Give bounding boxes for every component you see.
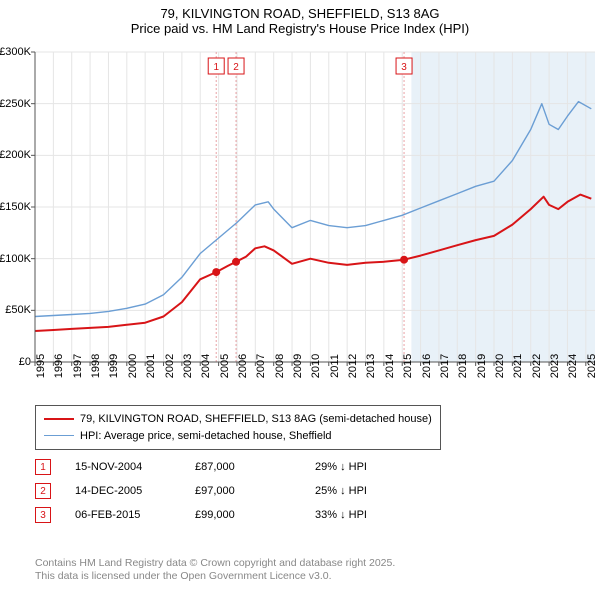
x-tick-label: 2018 (457, 354, 469, 378)
footer-attribution: Contains HM Land Registry data © Crown c… (35, 557, 590, 584)
transaction-row: 3 06-FEB-2015£99,00033% ↓ HPI (35, 503, 435, 527)
chart-plot-area: £0£50K£100K£150K£200K£250K£300K 123 1995… (35, 52, 595, 362)
x-tick-label: 1995 (35, 354, 47, 378)
x-tick-label: 2014 (384, 354, 396, 378)
footer-line-2: This data is licensed under the Open Gov… (35, 570, 590, 584)
legend-item-property: 79, KILVINGTON ROAD, SHEFFIELD, S13 8AG … (44, 411, 432, 428)
legend-swatch-hpi (44, 435, 74, 436)
x-tick-label: 2024 (567, 354, 579, 378)
transaction-date: 14-DEC-2005 (75, 485, 195, 497)
x-tick-label: 2012 (347, 354, 359, 378)
transaction-price: £97,000 (195, 485, 315, 497)
x-tick-label: 2000 (127, 354, 139, 378)
legend-label-property: 79, KILVINGTON ROAD, SHEFFIELD, S13 8AG … (80, 411, 432, 428)
transaction-delta: 29% ↓ HPI (315, 461, 435, 473)
y-tick-label: £300K (0, 46, 31, 58)
x-tick-label: 2025 (586, 354, 598, 378)
y-tick-label: £50K (5, 304, 31, 316)
chart-header: 79, KILVINGTON ROAD, SHEFFIELD, S13 8AG … (0, 0, 600, 36)
x-tick-label: 2010 (310, 354, 322, 378)
x-tick-label: 1996 (53, 354, 65, 378)
transaction-row: 1 15-NOV-2004£87,00029% ↓ HPI (35, 455, 435, 479)
x-tick-label: 2013 (365, 354, 377, 378)
y-tick-label: £100K (0, 253, 31, 265)
transaction-marker-box: 2 (35, 483, 51, 499)
footer-line-1: Contains HM Land Registry data © Crown c… (35, 557, 590, 571)
x-tick-label: 2005 (219, 354, 231, 378)
x-tick-label: 2008 (274, 354, 286, 378)
x-axis: 1995199619971998199920002001200220032004… (35, 362, 595, 400)
transaction-marker-box: 3 (35, 507, 51, 523)
x-tick-label: 1999 (108, 354, 120, 378)
x-tick-label: 2023 (549, 354, 561, 378)
x-tick-label: 2003 (182, 354, 194, 378)
legend-item-hpi: HPI: Average price, semi-detached house,… (44, 428, 432, 445)
legend-label-hpi: HPI: Average price, semi-detached house,… (80, 428, 332, 445)
transaction-delta: 33% ↓ HPI (315, 509, 435, 521)
chart-subtitle: Price paid vs. HM Land Registry's House … (0, 21, 600, 36)
transaction-date: 06-FEB-2015 (75, 509, 195, 521)
x-tick-label: 2004 (200, 354, 212, 378)
x-tick-label: 2006 (237, 354, 249, 378)
x-tick-label: 2021 (512, 354, 524, 378)
y-axis: £0£50K£100K£150K£200K£250K£300K (0, 52, 35, 362)
transaction-row: 2 14-DEC-2005£97,00025% ↓ HPI (35, 479, 435, 503)
x-tick-label: 1998 (90, 354, 102, 378)
y-tick-label: £200K (0, 149, 31, 161)
chart-svg: 1 2 3 (35, 52, 595, 362)
transaction-price: £87,000 (195, 461, 315, 473)
transaction-table: 1 15-NOV-2004£87,00029% ↓ HPI 2 14-DEC-2005… (35, 455, 435, 527)
x-tick-label: 2002 (164, 354, 176, 378)
x-tick-label: 2022 (531, 354, 543, 378)
x-tick-label: 2001 (145, 354, 157, 378)
legend: 79, KILVINGTON ROAD, SHEFFIELD, S13 8AG … (35, 405, 441, 450)
transaction-marker-box: 1 (35, 459, 51, 475)
transaction-price: £99,000 (195, 509, 315, 521)
x-tick-label: 2009 (292, 354, 304, 378)
x-tick-label: 2016 (421, 354, 433, 378)
y-tick-label: £0 (19, 356, 31, 368)
svg-text:1: 1 (213, 62, 219, 73)
chart-title: 79, KILVINGTON ROAD, SHEFFIELD, S13 8AG (0, 6, 600, 21)
y-tick-label: £150K (0, 201, 31, 213)
x-tick-label: 2020 (494, 354, 506, 378)
transaction-date: 15-NOV-2004 (75, 461, 195, 473)
x-tick-label: 2017 (439, 354, 451, 378)
svg-text:2: 2 (233, 62, 239, 73)
x-tick-label: 2011 (329, 354, 341, 378)
x-tick-label: 2007 (255, 354, 267, 378)
y-tick-label: £250K (0, 98, 31, 110)
x-tick-label: 1997 (72, 354, 84, 378)
x-tick-label: 2015 (402, 354, 414, 378)
svg-text:3: 3 (401, 62, 407, 73)
legend-swatch-property (44, 418, 74, 420)
transaction-delta: 25% ↓ HPI (315, 485, 435, 497)
x-tick-label: 2019 (476, 354, 488, 378)
